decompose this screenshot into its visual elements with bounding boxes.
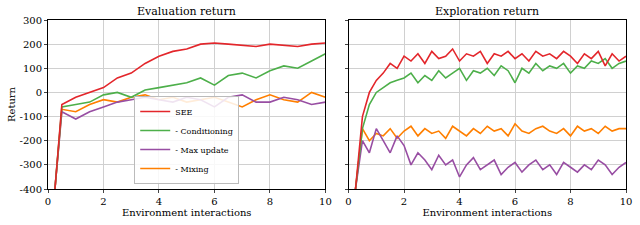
svg-text:-100: -100 — [20, 111, 42, 122]
svg-text:-300: -300 — [20, 159, 42, 170]
svg-text:10: 10 — [319, 196, 332, 207]
svg-text:8: 8 — [267, 196, 273, 207]
svg-text:Return: Return — [6, 86, 17, 122]
svg-text:0: 0 — [36, 87, 42, 98]
svg-text:8: 8 — [567, 196, 573, 207]
svg-text:10: 10 — [620, 196, 633, 207]
svg-text:Environment interactions: Environment interactions — [122, 207, 252, 218]
svg-text:-200: -200 — [20, 135, 42, 146]
svg-text:0: 0 — [345, 196, 351, 207]
svg-text:2: 2 — [401, 196, 407, 207]
svg-text:200: 200 — [23, 39, 42, 50]
svg-text:- Conditioning: - Conditioning — [175, 127, 233, 136]
svg-text:SEE: SEE — [175, 108, 192, 117]
svg-text:Evaluation return: Evaluation return — [137, 5, 236, 18]
svg-text:Environment interactions: Environment interactions — [422, 207, 552, 218]
svg-text:0: 0 — [45, 196, 51, 207]
svg-text:4: 4 — [456, 196, 462, 207]
svg-text:Exploration return: Exploration return — [435, 5, 539, 18]
svg-text:2: 2 — [100, 196, 106, 207]
svg-text:100: 100 — [23, 63, 42, 74]
svg-text:6: 6 — [512, 196, 518, 207]
svg-text:-400: -400 — [20, 184, 42, 195]
svg-text:300: 300 — [23, 15, 42, 26]
svg-text:- Max update: - Max update — [175, 146, 229, 155]
svg-text:- Mixing: - Mixing — [175, 165, 208, 174]
svg-text:6: 6 — [211, 196, 217, 207]
svg-text:4: 4 — [156, 196, 162, 207]
